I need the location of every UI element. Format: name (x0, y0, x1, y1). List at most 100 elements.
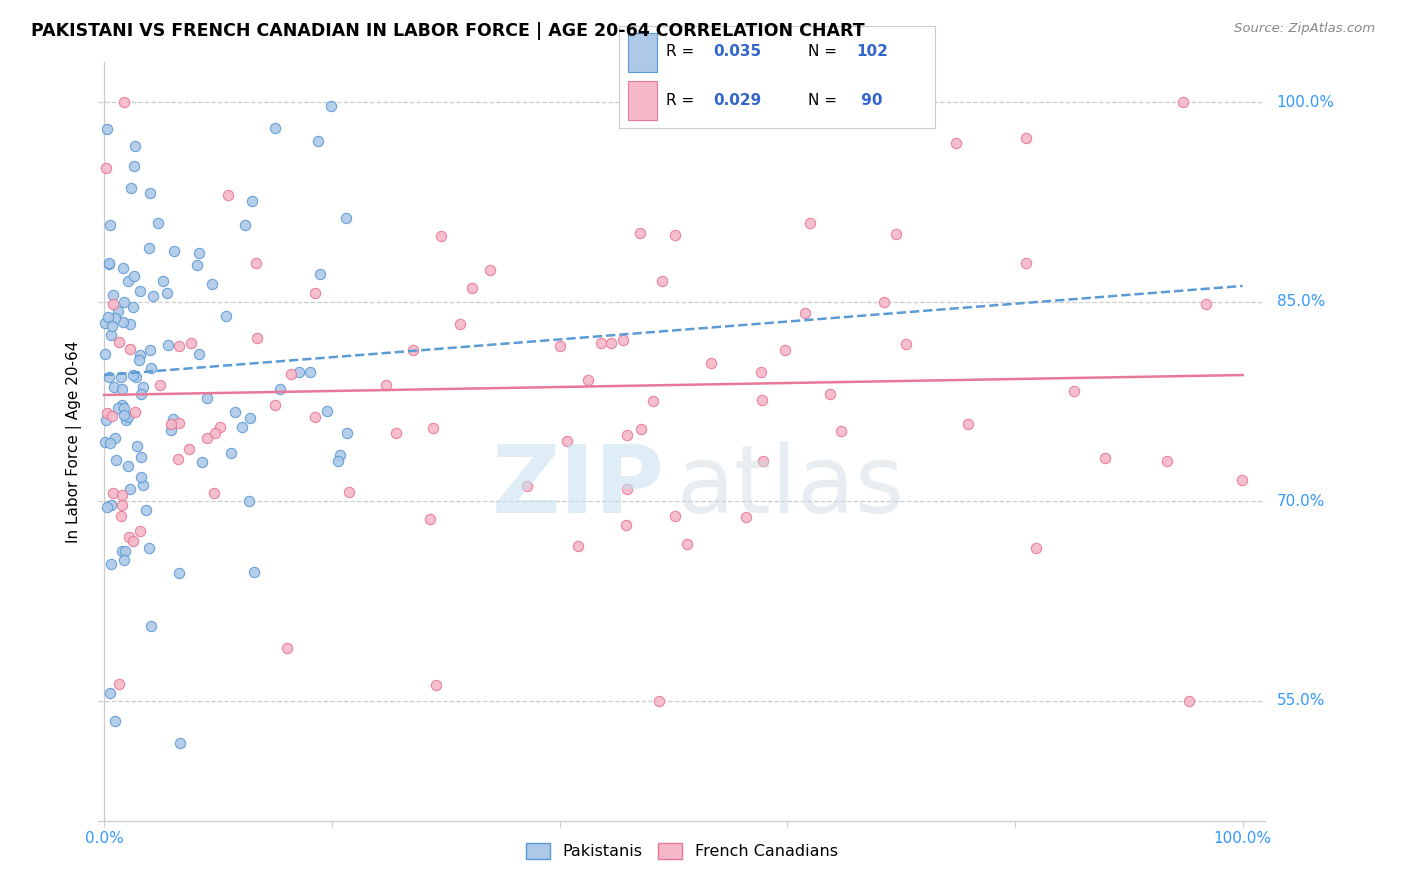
Point (129, 348, 152, 362)
Point (139, 343, 162, 358)
Point (238, 494, 260, 508)
Point (643, 393, 665, 408)
Point (94, 434, 117, 449)
Point (114, 413, 136, 427)
Point (945, 136, 967, 151)
Point (125, 369, 148, 384)
Point (886, 227, 908, 241)
Point (316, 404, 339, 418)
Point (449, 317, 471, 331)
Bar (628, 81, 657, 120)
Point (676, 537, 699, 551)
Point (107, 401, 129, 415)
Point (576, 373, 599, 387)
Point (1171, 95, 1194, 110)
Point (117, 459, 139, 474)
Point (749, 365, 772, 379)
Point (104, 310, 127, 325)
Point (100, 499, 122, 513)
Text: R =: R = (666, 94, 699, 108)
Point (548, 339, 571, 353)
Point (335, 211, 357, 226)
Point (122, 533, 145, 548)
Point (127, 439, 149, 453)
Point (101, 319, 124, 334)
Point (96, 406, 118, 420)
Point (263, 120, 285, 135)
Point (98, 369, 121, 384)
Point (516, 478, 538, 492)
Point (735, 509, 758, 524)
Point (419, 512, 441, 526)
Point (664, 508, 686, 523)
Point (129, 524, 152, 539)
Point (110, 370, 132, 384)
Point (1094, 451, 1116, 466)
Point (179, 442, 201, 457)
Point (269, 382, 291, 396)
Text: 0.029: 0.029 (713, 94, 762, 108)
Point (169, 416, 191, 430)
Point (1014, 256, 1036, 270)
Point (103, 486, 125, 500)
Point (139, 186, 162, 200)
Point (894, 337, 917, 351)
Point (138, 241, 160, 255)
Point (108, 677, 131, 691)
Text: 100.0%: 100.0% (1277, 95, 1334, 110)
Point (167, 339, 190, 353)
Legend: Pakistanis, French Canadians: Pakistanis, French Canadians (519, 837, 845, 866)
Point (121, 368, 143, 382)
Point (98, 219, 121, 233)
Point (108, 335, 131, 350)
Point (117, 274, 139, 288)
Point (616, 517, 638, 532)
Point (167, 566, 190, 580)
Point (98, 257, 121, 271)
Point (112, 261, 135, 276)
Text: 70.0%: 70.0% (1277, 494, 1324, 509)
Point (245, 256, 267, 270)
Point (100, 557, 122, 571)
Point (402, 343, 425, 358)
Point (422, 421, 444, 435)
Point (202, 486, 225, 500)
Point (105, 452, 128, 467)
Point (98, 686, 121, 700)
Point (647, 694, 669, 708)
Point (700, 356, 723, 370)
Point (110, 508, 132, 523)
Point (111, 488, 134, 502)
Point (141, 361, 163, 376)
Point (239, 411, 262, 425)
Point (263, 398, 285, 412)
Point (135, 503, 157, 517)
Point (97, 310, 120, 325)
Point (112, 294, 135, 309)
Point (94, 346, 117, 360)
Text: PAKISTANI VS FRENCH CANADIAN IN LABOR FORCE | AGE 20-64 CORRELATION CHART: PAKISTANI VS FRENCH CANADIAN IN LABOR FO… (31, 22, 865, 40)
Text: N =: N = (808, 94, 842, 108)
Text: 55.0%: 55.0% (1277, 693, 1324, 708)
Point (478, 262, 501, 277)
Point (616, 428, 638, 442)
Point (117, 410, 139, 425)
Point (100, 327, 122, 342)
Point (128, 284, 150, 298)
Point (96, 122, 118, 136)
Point (142, 288, 165, 302)
Point (304, 286, 326, 301)
Point (114, 543, 136, 558)
Point (131, 470, 153, 484)
Point (299, 365, 322, 379)
Point (162, 412, 184, 426)
Point (280, 367, 302, 381)
Point (124, 139, 146, 153)
Text: 102: 102 (856, 44, 887, 59)
Point (1025, 541, 1047, 555)
Point (557, 434, 579, 448)
Point (157, 338, 180, 352)
Point (429, 229, 451, 244)
Point (374, 378, 396, 392)
Point (328, 453, 350, 467)
